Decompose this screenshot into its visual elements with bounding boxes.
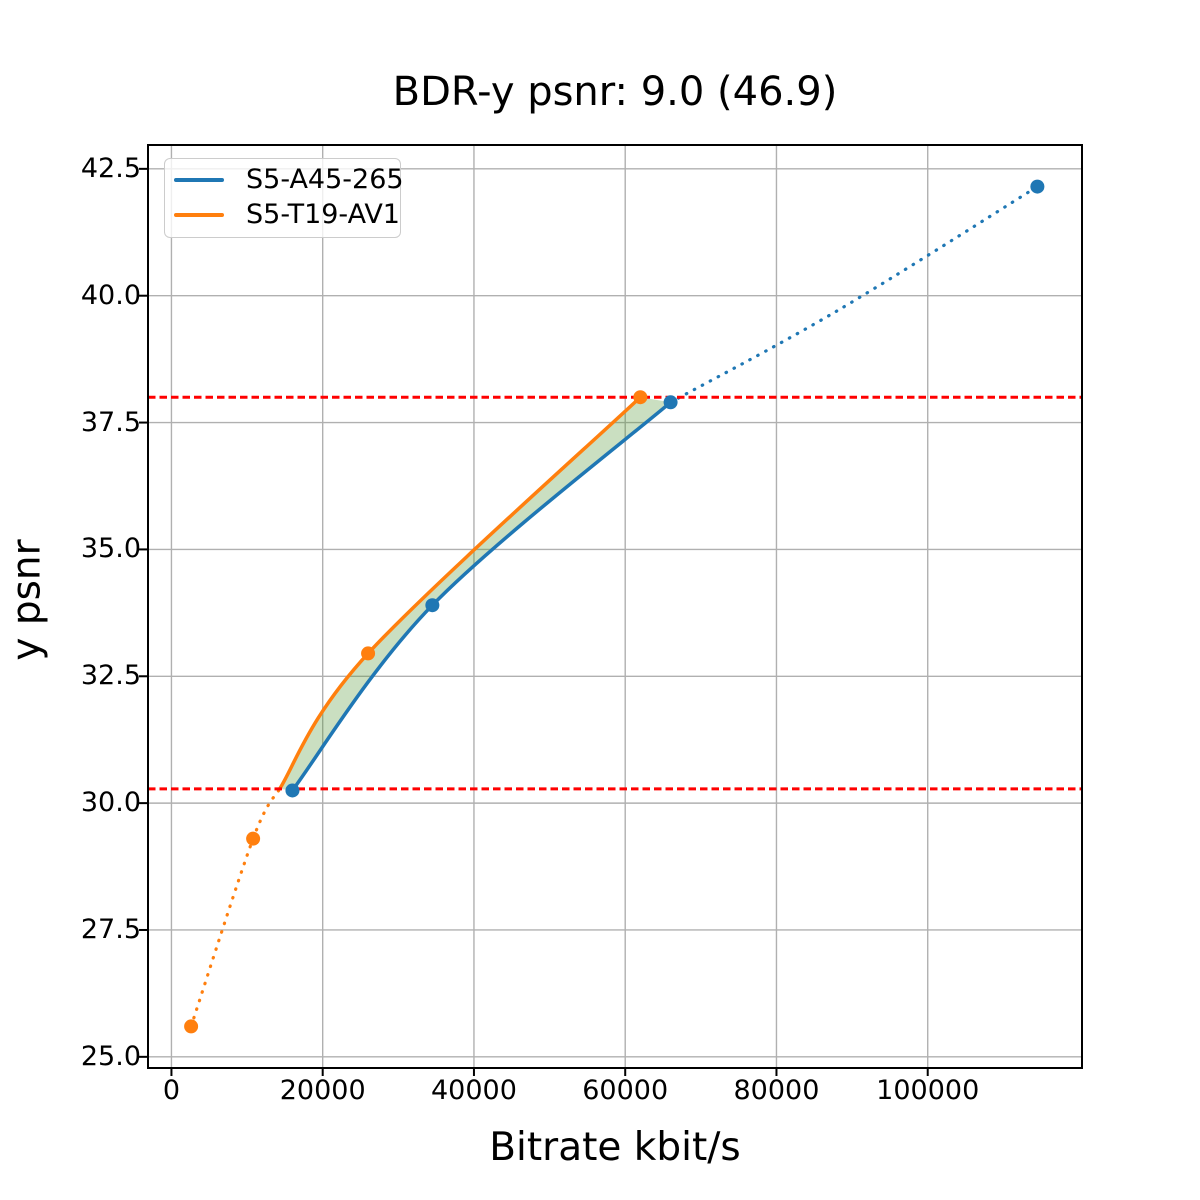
y-tick-label: 30.0 (80, 787, 141, 819)
y-tick-label: 25.0 (80, 1040, 141, 1072)
series-line-solid-S5-T19-AV1 (278, 395, 642, 790)
data-point-S5-A45-265 (285, 783, 300, 798)
y-tick-label: 42.5 (80, 152, 141, 184)
y-tick-label: 40.0 (80, 279, 141, 311)
series-line-solid-S5-A45-265 (291, 400, 672, 792)
data-point-S5-A45-265 (1030, 179, 1045, 194)
data-point-S5-T19-AV1 (184, 1019, 199, 1034)
bd-rate-fill-area (279, 397, 671, 791)
x-tick-label: 60000 (582, 1075, 669, 1106)
data-point-S5-A45-265 (663, 395, 678, 410)
legend: S5-A45-265 S5-T19-AV1 (164, 158, 404, 238)
x-tick-label: 80000 (733, 1075, 820, 1106)
series-line-dotted-S5-T19-AV1 (189, 787, 282, 1028)
x-tick-label: 100000 (876, 1075, 980, 1106)
chart-title: BDR-y psnr: 9.0 (46.9) (392, 69, 838, 115)
legend-line-sample (174, 212, 224, 217)
legend-item: S5-T19-AV1 (165, 197, 400, 232)
data-point-S5-T19-AV1 (246, 831, 261, 846)
legend-label: S5-T19-AV1 (246, 198, 400, 230)
axes-box (147, 144, 1083, 1069)
series-line-dotted-S5-A45-265 (669, 185, 1039, 404)
legend-label: S5-A45-265 (246, 163, 404, 195)
data-point-S5-T19-AV1 (633, 390, 648, 405)
y-tick-label: 35.0 (80, 533, 141, 565)
data-point-S5-A45-265 (425, 598, 440, 613)
legend-item: S5-A45-265 (165, 162, 404, 197)
y-tick-label: 27.5 (80, 913, 141, 945)
y-tick-label: 32.5 (80, 660, 141, 692)
x-tick-label: 20000 (279, 1075, 366, 1106)
y-tick-label: 37.5 (80, 406, 141, 438)
x-tick-label: 40000 (431, 1075, 517, 1106)
data-point-S5-T19-AV1 (361, 646, 376, 661)
x-axis-label: Bitrate kbit/s (489, 1125, 741, 1170)
x-tick-label: 0 (162, 1075, 181, 1106)
legend-line-sample (174, 177, 224, 182)
